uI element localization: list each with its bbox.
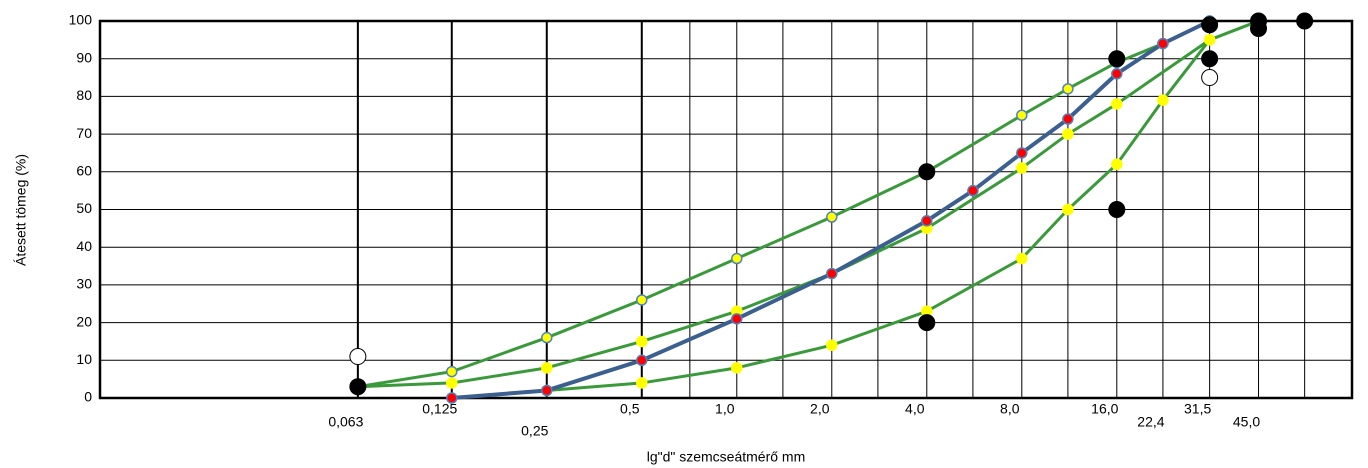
y-tick-label: 80 <box>76 87 92 103</box>
x-tick-label: 0,125 <box>422 401 457 417</box>
x-tick-label: 45,0 <box>1233 414 1260 430</box>
point-marker <box>349 348 367 366</box>
x-tick-label: 1,0 <box>715 401 735 417</box>
data-marker <box>826 211 838 223</box>
data-marker <box>921 215 933 227</box>
series-line <box>451 19 1211 400</box>
x-tick-label: 16,0 <box>1091 401 1118 417</box>
data-marker <box>1203 34 1216 46</box>
data-marker <box>541 331 553 344</box>
y-tick-label: 50 <box>76 200 92 216</box>
y-axis-label: Átesett tömeg (%) <box>13 154 29 266</box>
data-marker <box>731 362 743 374</box>
point-marker <box>1108 50 1126 68</box>
x-axis-label: lg"d" szemcseátmérő mm <box>647 449 806 465</box>
data-marker <box>1111 158 1123 171</box>
x-tick-label: 22,4 <box>1137 414 1164 430</box>
y-tick-label: 0 <box>84 389 92 405</box>
data-marker <box>541 362 553 374</box>
x-tick-label: 4,0 <box>905 401 925 417</box>
data-marker <box>636 335 648 348</box>
y-tick-label: 60 <box>76 163 92 179</box>
data-marker <box>1062 128 1074 140</box>
data-marker <box>1157 94 1169 106</box>
data-marker <box>1016 109 1028 121</box>
data-marker <box>826 267 838 280</box>
series-line <box>357 19 1260 389</box>
x-tick-label: 0,25 <box>521 423 548 439</box>
data-marker <box>826 339 838 351</box>
data-marker <box>1062 203 1074 216</box>
plot-frame <box>98 19 1354 400</box>
x-tick-label: 0,5 <box>620 401 640 417</box>
data-marker <box>1062 83 1074 95</box>
point-marker <box>1250 20 1268 38</box>
data-marker <box>1016 162 1028 174</box>
x-tick-label: 0,063 <box>328 414 363 430</box>
data-marker <box>1016 147 1028 159</box>
point-marker <box>349 378 367 396</box>
point-marker <box>1201 50 1219 68</box>
y-tick-label: 30 <box>76 276 92 292</box>
data-marker <box>731 313 743 325</box>
x-tick-label: 8,0 <box>1000 401 1020 417</box>
data-marker <box>446 392 458 404</box>
data-marker <box>636 377 648 389</box>
point-marker <box>1108 201 1126 218</box>
point-marker <box>1296 12 1314 30</box>
y-tick-label: 40 <box>76 238 92 254</box>
data-marker <box>731 252 743 265</box>
data-marker <box>1157 37 1169 50</box>
x-tick-label: 31,5 <box>1184 401 1211 417</box>
point-marker <box>918 314 936 332</box>
y-tick-label: 90 <box>76 49 92 65</box>
y-tick-label: 70 <box>76 125 92 141</box>
data-marker <box>636 294 648 306</box>
data-marker <box>446 377 458 389</box>
point-marker <box>918 163 936 181</box>
data-marker <box>1111 98 1123 110</box>
data-marker <box>446 365 458 378</box>
point-marker <box>1201 69 1219 87</box>
point-marker <box>1201 16 1219 34</box>
data-marker <box>1016 252 1028 265</box>
data-marker <box>967 184 979 197</box>
x-tick-label: 2,0 <box>810 401 830 417</box>
data-marker <box>541 384 553 397</box>
data-marker <box>1111 68 1123 80</box>
y-tick-label: 20 <box>76 313 92 329</box>
data-marker <box>1062 113 1074 125</box>
y-tick-label: 10 <box>76 351 92 367</box>
data-marker <box>636 354 648 367</box>
y-tick-label: 100 <box>69 12 93 28</box>
